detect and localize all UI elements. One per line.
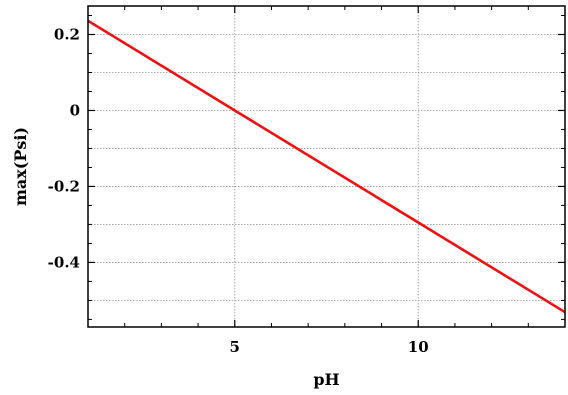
plot-frame (87, 5, 566, 328)
y-axis-title: max(Psi) (11, 127, 30, 206)
grid (88, 6, 565, 327)
series-line (87, 19, 566, 314)
y-tick-label: -0.2 (48, 177, 80, 195)
y-tick-labels: -0.4 -0.2 0 0.2 (48, 25, 80, 271)
y-tick-label: 0.2 (54, 25, 80, 43)
x-tick-labels: 5 10 (230, 338, 429, 356)
x-tick-label: 5 (230, 338, 240, 356)
x-tick-label: 10 (408, 338, 429, 356)
y-tick-label: -0.4 (48, 253, 80, 271)
x-axis-title: pH (313, 370, 339, 389)
y-tick-label: 0 (70, 101, 80, 119)
series-layer (87, 19, 566, 314)
